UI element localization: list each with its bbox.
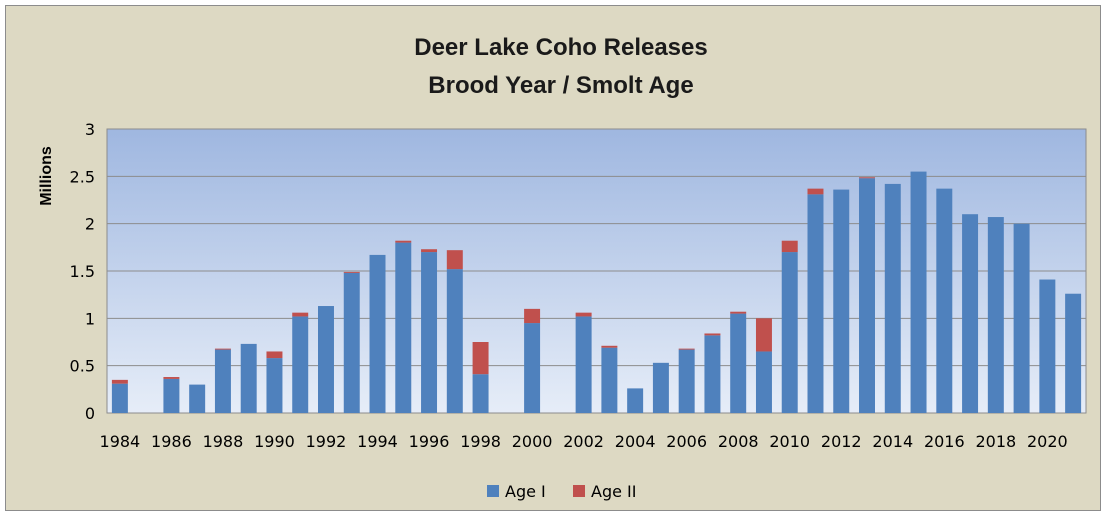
y-tick-label: 3 (85, 120, 95, 139)
bar-age-i-2020 (1039, 279, 1056, 413)
legend-label: Age II (591, 482, 636, 501)
x-tick-label: 1986 (151, 432, 192, 451)
bar-age-ii-1995 (395, 240, 412, 243)
bar-age-i-2002 (575, 316, 592, 413)
bar-age-i-1990 (266, 358, 283, 413)
bar-age-i-1995 (395, 242, 412, 413)
bar-age-ii-1991 (292, 312, 309, 317)
chart-title: Deer Lake Coho Releases (414, 34, 707, 61)
bar-age-ii-1986 (163, 377, 180, 379)
x-tick-label: 2000 (512, 432, 553, 451)
bar-age-i-2006 (678, 349, 695, 413)
chart-frame: Deer Lake Coho Releases Brood Year / Smo… (5, 5, 1101, 511)
bars (111, 171, 1082, 413)
bar-age-i-1997 (446, 269, 463, 413)
bar-age-i-2013 (859, 178, 875, 413)
x-tick-label: 2008 (718, 432, 759, 451)
bar-age-ii-2009 (755, 318, 772, 352)
bar-age-ii-2011 (807, 188, 824, 195)
bar-age-i-2012 (833, 189, 850, 413)
y-axis-label: Millions (38, 146, 55, 206)
bar-age-ii-2007 (704, 333, 721, 336)
bar-age-i-1994 (369, 254, 386, 413)
bar-age-i-1984 (111, 383, 128, 413)
y-tick-label: 0.5 (70, 357, 95, 376)
x-tick-label: 2006 (666, 432, 707, 451)
bar-age-ii-2003 (601, 345, 618, 348)
bar-age-i-2003 (601, 347, 618, 413)
x-tick-label: 1984 (100, 432, 141, 451)
bar-age-i-1996 (421, 252, 438, 413)
bar-age-ii-2013 (859, 177, 875, 179)
legend: Age I Age II (487, 482, 636, 501)
legend-swatch (573, 485, 585, 497)
legend-swatch (487, 485, 499, 497)
bar-age-ii-1998 (472, 342, 489, 375)
bar-age-ii-2006 (678, 348, 695, 350)
bar-age-ii-1984 (111, 379, 128, 384)
bar-age-i-2018 (987, 217, 1004, 413)
bar-age-i-1992 (318, 306, 334, 413)
x-tick-label: 2016 (924, 432, 965, 451)
bar-age-i-1986 (163, 378, 180, 413)
bar-age-ii-2008 (730, 311, 747, 314)
bar-age-ii-1988 (214, 348, 231, 350)
bar-age-i-2008 (730, 313, 747, 413)
bar-age-i-2010 (781, 252, 798, 413)
bar-age-i-2005 (652, 362, 669, 413)
bar-age-i-1987 (189, 384, 206, 413)
bar-age-i-1998 (472, 374, 489, 413)
x-tick-label: 1992 (306, 432, 347, 451)
bar-age-i-2007 (704, 335, 721, 413)
y-tick-labels: 0 0.5 1 1.5 2 2.5 3 (70, 120, 95, 423)
x-tick-label: 2002 (563, 432, 604, 451)
x-tick-label: 2010 (769, 432, 810, 451)
bar-age-i-2014 (884, 183, 901, 413)
x-tick-label: 2020 (1027, 432, 1068, 451)
y-tick-label: 2 (85, 215, 95, 234)
x-tick-label: 1998 (460, 432, 501, 451)
bar-age-ii-1997 (446, 250, 463, 270)
bar-age-i-2004 (627, 388, 644, 413)
bar-age-i-2019 (1013, 223, 1030, 413)
bar-age-i-2011 (807, 194, 824, 413)
y-tick-label: 1 (85, 309, 95, 328)
x-tick-label: 1990 (254, 432, 295, 451)
x-tick-label: 2012 (821, 432, 862, 451)
bar-age-i-2000 (524, 323, 541, 413)
bar-age-i-1989 (240, 343, 257, 413)
x-tick-label: 2014 (872, 432, 913, 451)
bar-age-i-2017 (962, 214, 979, 413)
x-tick-label: 1988 (203, 432, 244, 451)
chart-svg: Deer Lake Coho Releases Brood Year / Smo… (38, 34, 1087, 501)
legend-label: Age I (505, 482, 546, 501)
y-tick-label: 2.5 (70, 167, 95, 186)
bar-age-ii-2000 (524, 308, 541, 324)
x-tick-label: 1996 (409, 432, 450, 451)
x-tick-labels: 1984 1986 1988 1990 1992 1994 1996 1998 2000 2002… (100, 432, 1068, 451)
bar-age-i-2015 (910, 171, 927, 413)
chart-subtitle: Brood Year / Smolt Age (428, 72, 693, 99)
bar-age-i-1993 (343, 272, 360, 413)
bar-age-ii-1996 (421, 249, 438, 253)
x-tick-label: 2018 (975, 432, 1016, 451)
bar-age-ii-1990 (266, 351, 283, 359)
x-tick-label: 2004 (615, 432, 656, 451)
bar-age-ii-1993 (343, 271, 360, 273)
bar-age-i-1988 (214, 349, 231, 413)
y-tick-label: 1.5 (70, 262, 95, 281)
bar-age-i-1991 (292, 316, 309, 413)
bar-age-i-2009 (755, 351, 772, 413)
bar-age-i-2021 (1065, 293, 1082, 413)
bar-age-ii-2002 (575, 312, 592, 317)
y-tick-label: 0 (85, 404, 95, 423)
x-tick-label: 1994 (357, 432, 398, 451)
bar-age-ii-2010 (781, 240, 798, 253)
bar-age-i-2016 (936, 188, 953, 413)
